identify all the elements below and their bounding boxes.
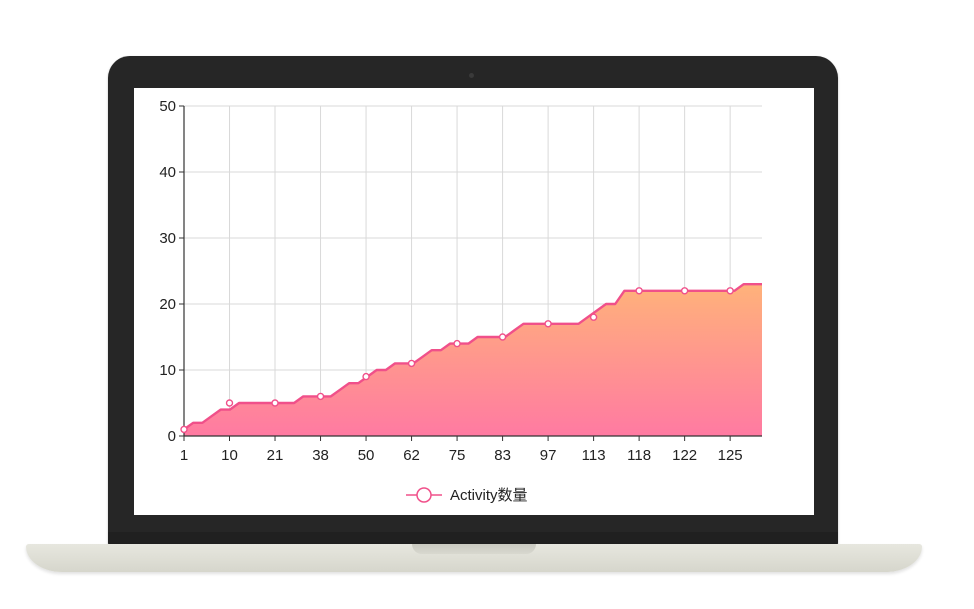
legend[interactable]: Activity数量 (406, 487, 528, 504)
data-point (498, 333, 507, 341)
y-tick-label: 10 (159, 362, 176, 379)
x-tick-label: 113 (582, 447, 606, 464)
data-point (316, 392, 325, 401)
data-point (362, 372, 370, 381)
x-tick-label: 62 (403, 447, 420, 464)
data-point (726, 287, 734, 295)
x-tick-label: 50 (358, 447, 375, 464)
x-tick-label: 10 (221, 447, 238, 464)
data-point (544, 320, 552, 328)
x-tick-label: 122 (672, 447, 697, 464)
legend-label: Activity数量 (450, 487, 528, 504)
x-tick-label: 83 (494, 447, 511, 464)
y-tick-label: 0 (168, 428, 176, 445)
legend-circle-icon (416, 487, 432, 503)
laptop-notch (412, 544, 536, 554)
x-tick-label: 97 (540, 447, 557, 464)
y-tick-label: 20 (159, 296, 176, 313)
data-point (180, 425, 188, 434)
area-fill (184, 284, 762, 436)
data-point (271, 399, 279, 407)
y-tick-label: 40 (159, 164, 176, 181)
data-point (680, 287, 689, 295)
camera-dot (469, 73, 474, 78)
y-tick-label: 50 (159, 98, 176, 115)
activity-chart: 0 10 20 30 40 50 1 10 21 38 50 62 75 83 97 113 118 122 125… (159, 98, 762, 504)
series-line (183, 283, 762, 431)
x-tick-label: 125 (718, 447, 743, 464)
x-tick-label: 38 (312, 447, 329, 464)
data-point (407, 359, 416, 368)
x-tick-label: 21 (267, 447, 284, 464)
data-point (453, 339, 461, 348)
axes: 0 10 20 30 40 50 1 10 21 38 50 62 75 83 97 113 118 122 125 (159, 98, 762, 464)
data-point (225, 399, 234, 407)
data-point (635, 287, 643, 295)
area-series (183, 283, 762, 436)
laptop-screen: 0 10 20 30 40 50 1 10 21 38 50 62 75 83 97 113 118 122 125… (134, 88, 814, 515)
x-tick-label: 118 (627, 447, 651, 464)
data-point (589, 313, 598, 321)
x-tick-label: 75 (449, 447, 466, 464)
x-tick-label: 1 (180, 447, 188, 464)
series-markers (180, 287, 734, 434)
y-tick-label: 30 (159, 230, 176, 247)
